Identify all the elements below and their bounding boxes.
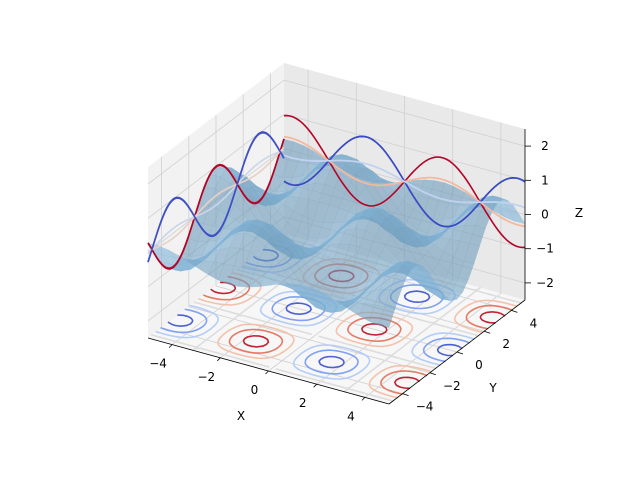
surface-patch (435, 295, 452, 301)
surface-patch (423, 277, 441, 291)
y-tick-mark (402, 393, 409, 396)
x-tick-mark (168, 344, 173, 348)
grid-line-z-back (283, 113, 526, 181)
z-tick-label: 0 (541, 208, 549, 222)
x-tick-label: 0 (251, 383, 259, 397)
surface-patch (378, 306, 395, 329)
y-tick-label: −4 (416, 400, 434, 414)
y-axis-label: Y (488, 381, 497, 395)
z-tick-label: 2 (541, 139, 549, 153)
x-tick-mark (265, 370, 269, 375)
grid-line-y-floor (215, 285, 458, 353)
left-wall-contour (147, 138, 285, 270)
left-wall-contour (147, 131, 285, 263)
surface-patch (390, 274, 407, 294)
x-tick-label: 4 (347, 409, 355, 423)
y-tick-label: 4 (530, 316, 538, 330)
grid-line-y-floor (161, 327, 403, 394)
x-tick-mark (361, 397, 366, 401)
y-tick-label: −2 (443, 379, 461, 393)
z-tick-label: 1 (541, 173, 549, 187)
y-tick-mark (456, 351, 464, 355)
y-tick-mark (484, 330, 491, 334)
ticks: −4 −2 0 2 4 −4 −2 0 2 4 −2 −1 0 1 2 (149, 139, 554, 423)
grid-line-z-back (283, 79, 526, 147)
x-axis-label: X (237, 409, 245, 423)
z-tick-label: −2 (536, 276, 554, 290)
x-tick-label: −4 (149, 357, 167, 371)
wall-contours (147, 114, 526, 270)
y-tick-mark (429, 372, 436, 376)
back-wall-contour (283, 154, 526, 209)
z-tick-label: −1 (536, 242, 554, 256)
left-wall-contour (147, 149, 285, 255)
left-wall-contour (147, 146, 285, 252)
y-tick-mark (511, 310, 518, 313)
y-tick-label: 0 (475, 358, 483, 372)
x-tick-label: 2 (299, 396, 307, 410)
grid-line-z-left (147, 79, 285, 185)
surface-patch (429, 287, 447, 298)
y-tick-label: 2 (502, 337, 510, 351)
x-tick-label: −2 (197, 370, 215, 384)
x-tick-mark (217, 357, 221, 362)
grid-line-y-floor (188, 306, 430, 374)
z-axis-label: Z (575, 206, 583, 220)
x-tick-mark (313, 383, 317, 388)
